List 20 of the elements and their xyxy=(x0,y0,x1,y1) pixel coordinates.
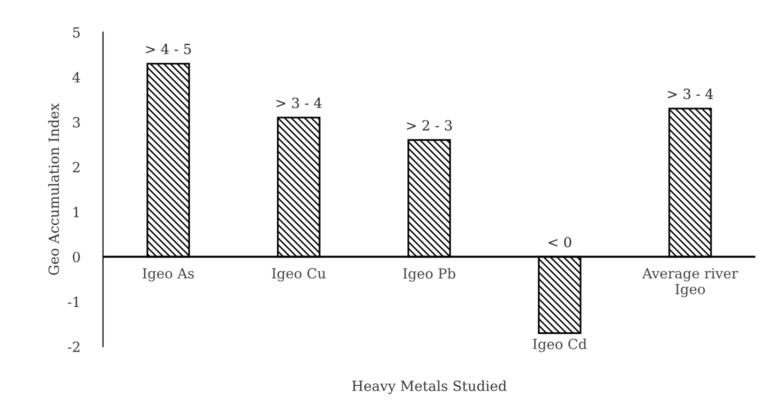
x-tick-label: Igeo Cd xyxy=(532,338,587,352)
y-tick-label: 4 xyxy=(72,72,80,82)
data-label: > 2 - 3 xyxy=(407,120,452,131)
x-axis-title: Heavy Metals Studied xyxy=(352,380,507,394)
data-label: > 4 - 5 xyxy=(146,44,191,54)
y-tick-label: 3 xyxy=(73,117,80,128)
x-tick-label: Igeo As xyxy=(142,268,194,282)
x-tick-label: Average river Igeo xyxy=(642,268,738,298)
y-tick-label: -1 xyxy=(68,296,79,307)
x-tick-label: Igeo Cu xyxy=(272,268,326,282)
data-label: < 0 xyxy=(548,236,572,248)
x-tick-label: Igeo Pb xyxy=(403,268,456,282)
y-axis-title: Geo Accumulation Index xyxy=(48,103,60,275)
data-label: > 3 - 4 xyxy=(276,98,322,108)
y-tick-label: 1 xyxy=(74,206,79,218)
y-tick-label: 0 xyxy=(72,252,80,262)
y-tick-label: 5 xyxy=(73,27,80,38)
data-label: > 3 - 4 xyxy=(668,88,714,100)
y-tick-label: -2 xyxy=(68,342,80,352)
y-tick-label: 2 xyxy=(72,162,80,172)
